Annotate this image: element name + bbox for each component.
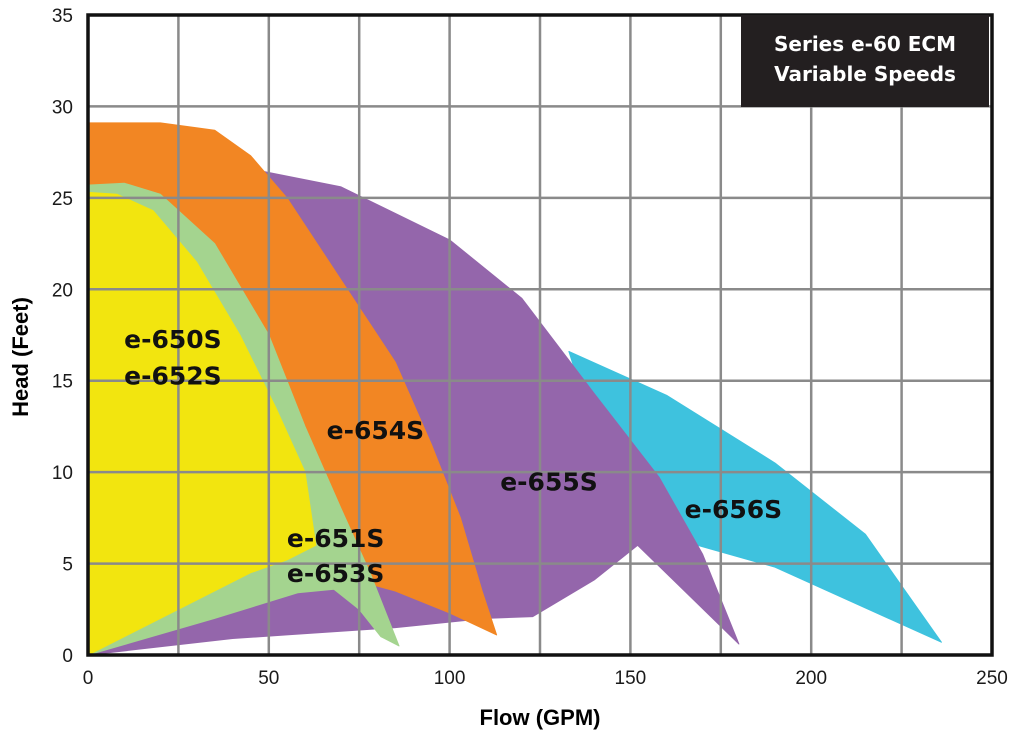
label-e-650s: e-650S: [124, 325, 222, 354]
performance-regions: [87, 122, 942, 656]
x-axis-title: Flow (GPM): [480, 705, 601, 730]
label-e-654s: e-654S: [327, 416, 425, 445]
y-axis-ticks: 0 5 10 15 20 25 30 35: [52, 6, 73, 667]
chart-title-line-2: Variable Speeds: [774, 62, 956, 86]
x-tick-label: 0: [83, 668, 94, 689]
x-axis-ticks: 0 50 100 150 200 250: [83, 668, 1008, 689]
x-tick-label: 50: [258, 668, 279, 689]
y-tick-label: 5: [62, 555, 73, 576]
y-tick-label: 15: [52, 372, 73, 393]
chart-title-box: Series e-60 ECM Variable Speeds: [741, 15, 989, 107]
x-tick-label: 200: [795, 668, 827, 689]
title-background: [741, 15, 989, 107]
label-e-656s: e-656S: [685, 495, 783, 524]
y-tick-label: 35: [52, 6, 73, 27]
y-tick-label: 20: [52, 280, 73, 301]
label-e-651s: e-651S: [287, 524, 385, 553]
x-tick-label: 150: [615, 668, 647, 689]
x-tick-label: 250: [976, 668, 1008, 689]
label-e-652s: e-652S: [124, 361, 222, 390]
y-axis-title: Head (Feet): [8, 297, 33, 417]
y-tick-label: 0: [62, 646, 73, 667]
label-e-653s: e-653S: [287, 559, 385, 588]
chart-title-line-1: Series e-60 ECM: [774, 32, 956, 56]
label-e-655s: e-655S: [500, 467, 598, 496]
y-tick-label: 25: [52, 189, 73, 210]
x-tick-label: 100: [434, 668, 466, 689]
region-labels: e-656S e-655S e-654S e-651S e-653S e-650S e-65…: [124, 325, 782, 588]
plot-frame: [86, 13, 994, 657]
y-tick-label: 10: [52, 463, 73, 484]
y-tick-label: 30: [52, 97, 73, 118]
